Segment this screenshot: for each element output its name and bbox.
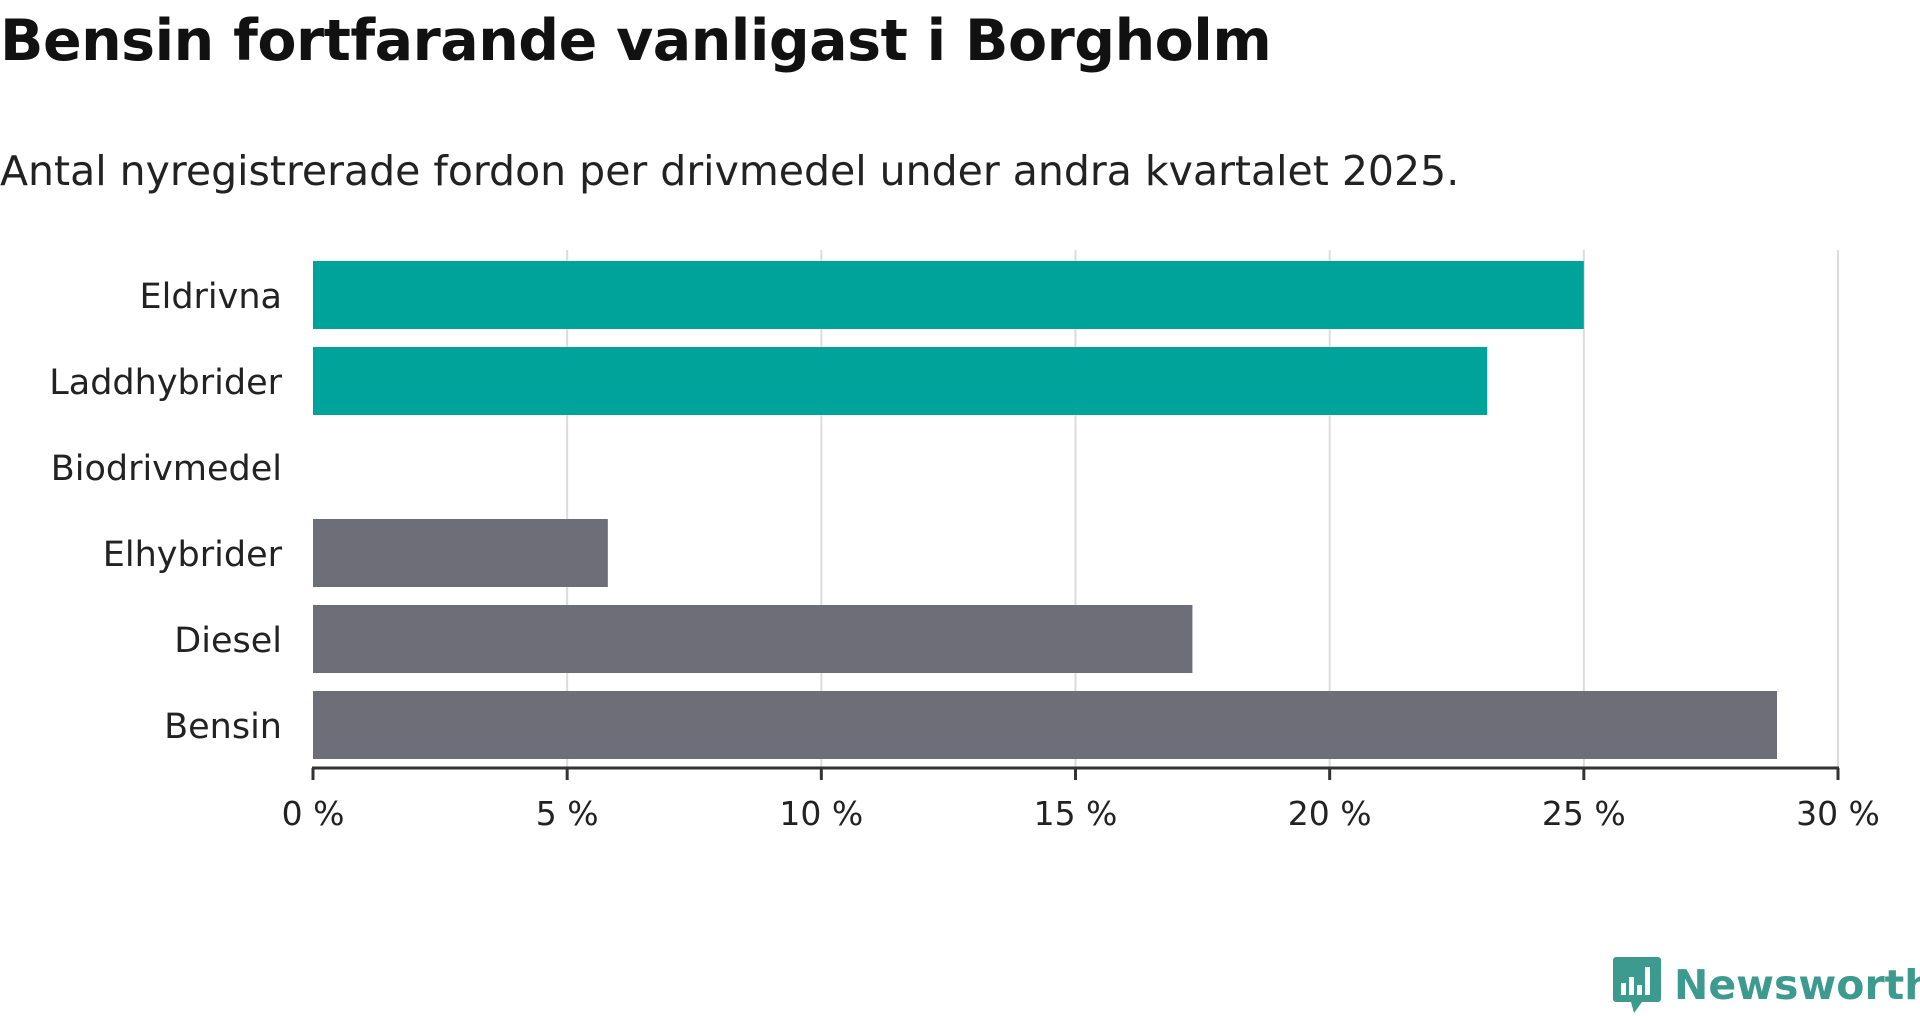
bar-eldrivna	[313, 261, 1584, 329]
category-label: Laddhybrider	[49, 363, 282, 403]
brand-logo: Newsworthy	[1612, 954, 1920, 1016]
category-label: Elhybrider	[103, 535, 283, 575]
brand-name: Newsworthy	[1674, 961, 1920, 1009]
x-tick-label: 20 %	[1288, 794, 1372, 833]
category-label: Eldrivna	[139, 277, 282, 317]
bar-chart: Eldrivna Laddhybrider Biodrivmedel Elhybrid…	[49, 250, 1880, 833]
chart-subtitle: Antal nyregistrerade fordon per drivmede…	[0, 147, 1460, 195]
category-label: Diesel	[174, 621, 282, 661]
x-tick-label: 25 %	[1542, 794, 1626, 833]
category-labels: Eldrivna Laddhybrider Biodrivmedel Elhybrid…	[49, 277, 282, 747]
newsworthy-logo-icon	[1613, 957, 1661, 1013]
bar-bensin	[313, 691, 1777, 759]
x-tick-label: 5 %	[536, 794, 599, 833]
x-tick-label: 0 %	[282, 794, 345, 833]
x-tick-label: 15 %	[1034, 794, 1118, 833]
bar-diesel	[313, 605, 1193, 673]
x-axis: 0 % 5 % 10 % 15 % 20 % 25 % 30 %	[282, 766, 1880, 833]
x-tick-label: 30 %	[1796, 794, 1880, 833]
gridlines	[566, 250, 1839, 768]
x-tick-label: 10 %	[779, 794, 863, 833]
bar-elhybrider	[313, 519, 608, 587]
category-label: Biodrivmedel	[51, 449, 282, 489]
bar-laddhybrider	[313, 347, 1488, 415]
bars	[313, 261, 1777, 759]
category-label: Bensin	[164, 707, 282, 747]
chart-title: Bensin fortfarande vanligast i Borgholm	[0, 8, 1272, 74]
